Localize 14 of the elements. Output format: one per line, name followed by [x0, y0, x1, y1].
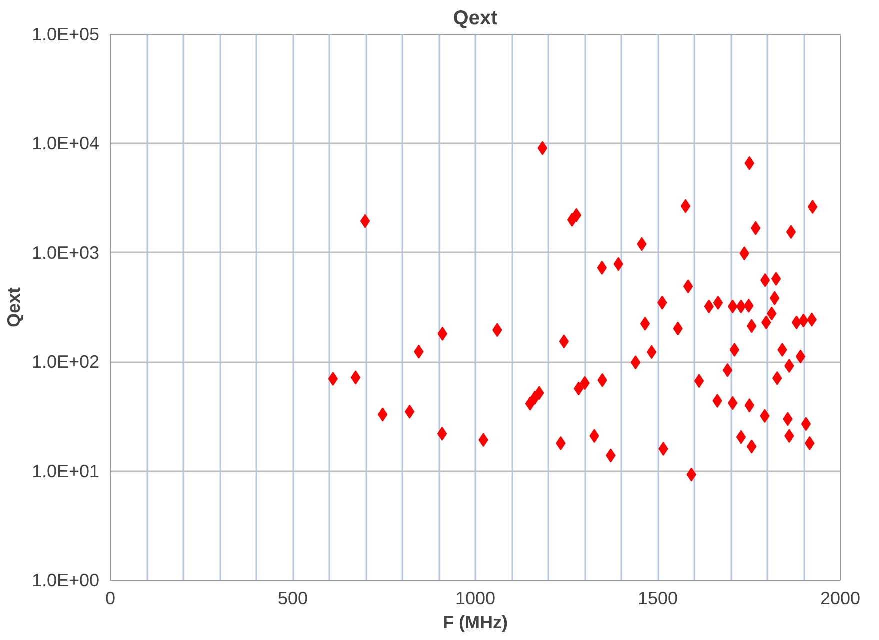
y-tick-label: 1.0E+05: [32, 24, 100, 44]
x-tick-label: 1000: [455, 588, 496, 608]
y-tick-label: 1.0E+04: [32, 134, 100, 154]
x-tick-label: 500: [278, 588, 308, 608]
x-tick-label: 0: [105, 588, 116, 608]
x-axis-title: F (MHz): [443, 612, 508, 632]
y-tick-label: 1.0E+03: [32, 242, 100, 263]
y-axis-title: Qext: [4, 287, 24, 328]
x-tick-label: 1500: [638, 588, 678, 608]
y-tick-label: 1.0E+00: [32, 570, 100, 590]
x-tick-label: 2000: [820, 588, 861, 608]
chart-title: Qext: [453, 8, 498, 30]
y-tick-label: 1.0E+02: [32, 352, 100, 372]
y-tick-label: 1.0E+01: [32, 461, 100, 482]
